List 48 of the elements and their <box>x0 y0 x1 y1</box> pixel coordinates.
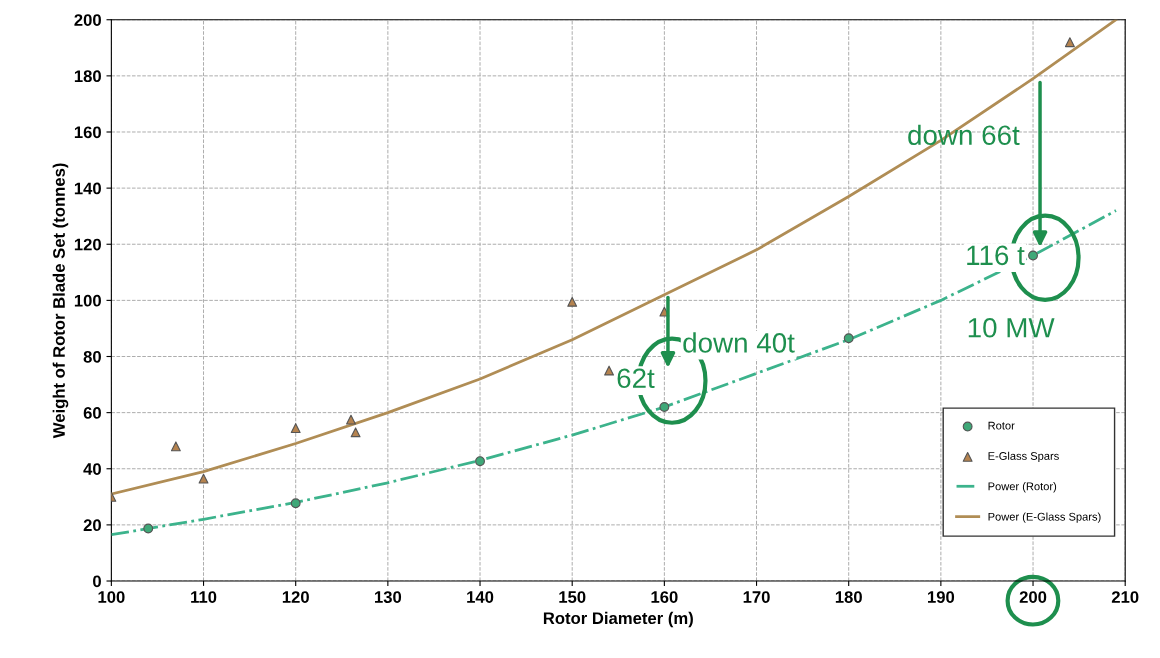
annotation: down 40t <box>683 332 795 353</box>
point <box>1028 250 1038 261</box>
legend-label: Power (Rotor) <box>988 482 1057 493</box>
y-axis-title: Weight of Rotor Blade Set (tonnes) <box>52 163 69 439</box>
y-tick-label: 20 <box>83 519 101 532</box>
y-tick-label: 0 <box>93 575 101 588</box>
x-tick-label: 100 <box>98 591 125 603</box>
y-tick-label: 120 <box>74 238 101 251</box>
y-tick-label: 160 <box>74 126 101 139</box>
point <box>350 427 361 438</box>
annotation: 116 t <box>967 245 1025 266</box>
y-tick-label: 180 <box>74 70 101 83</box>
x-tick-label: 160 <box>651 591 678 603</box>
point <box>170 441 181 452</box>
x-axis-title: Rotor Diameter (m) <box>543 611 693 628</box>
y-tick-label: 60 <box>83 407 101 419</box>
legend-label: Rotor <box>988 421 1015 430</box>
point <box>567 296 578 307</box>
y-tick-label: 100 <box>74 294 101 307</box>
x-tick-label: 140 <box>467 591 494 603</box>
y-tick-label: 200 <box>74 14 101 26</box>
x-tick-label: 170 <box>743 591 770 603</box>
point <box>475 456 485 467</box>
x-tick-label: 110 <box>191 591 217 603</box>
x-tick-label: 180 <box>835 591 862 603</box>
x-tick-label: 150 <box>559 591 586 603</box>
legend-label: Power (E-Glass Spars) <box>988 512 1101 523</box>
line-series <box>111 209 1118 537</box>
point <box>659 402 670 412</box>
x-tick-label: 120 <box>282 591 309 603</box>
point <box>604 365 615 376</box>
point <box>1064 37 1075 48</box>
x-tick-label: 130 <box>375 591 402 603</box>
point <box>290 423 301 434</box>
y-tick-label: 80 <box>83 350 101 363</box>
x-tick-label: 200 <box>1019 591 1047 603</box>
point <box>143 523 154 534</box>
x-tick-label: 210 <box>1111 591 1139 603</box>
point <box>843 333 854 344</box>
annotation: 10 MW <box>968 317 1055 338</box>
point <box>346 414 356 425</box>
y-tick-label: 40 <box>83 463 101 475</box>
annotation: 62t <box>617 368 655 389</box>
y-tick-label: 140 <box>74 182 101 195</box>
x-tick-label: 190 <box>928 591 955 603</box>
point <box>290 498 301 509</box>
point <box>198 473 209 484</box>
legend-label: E-Glass Spars <box>988 451 1059 463</box>
